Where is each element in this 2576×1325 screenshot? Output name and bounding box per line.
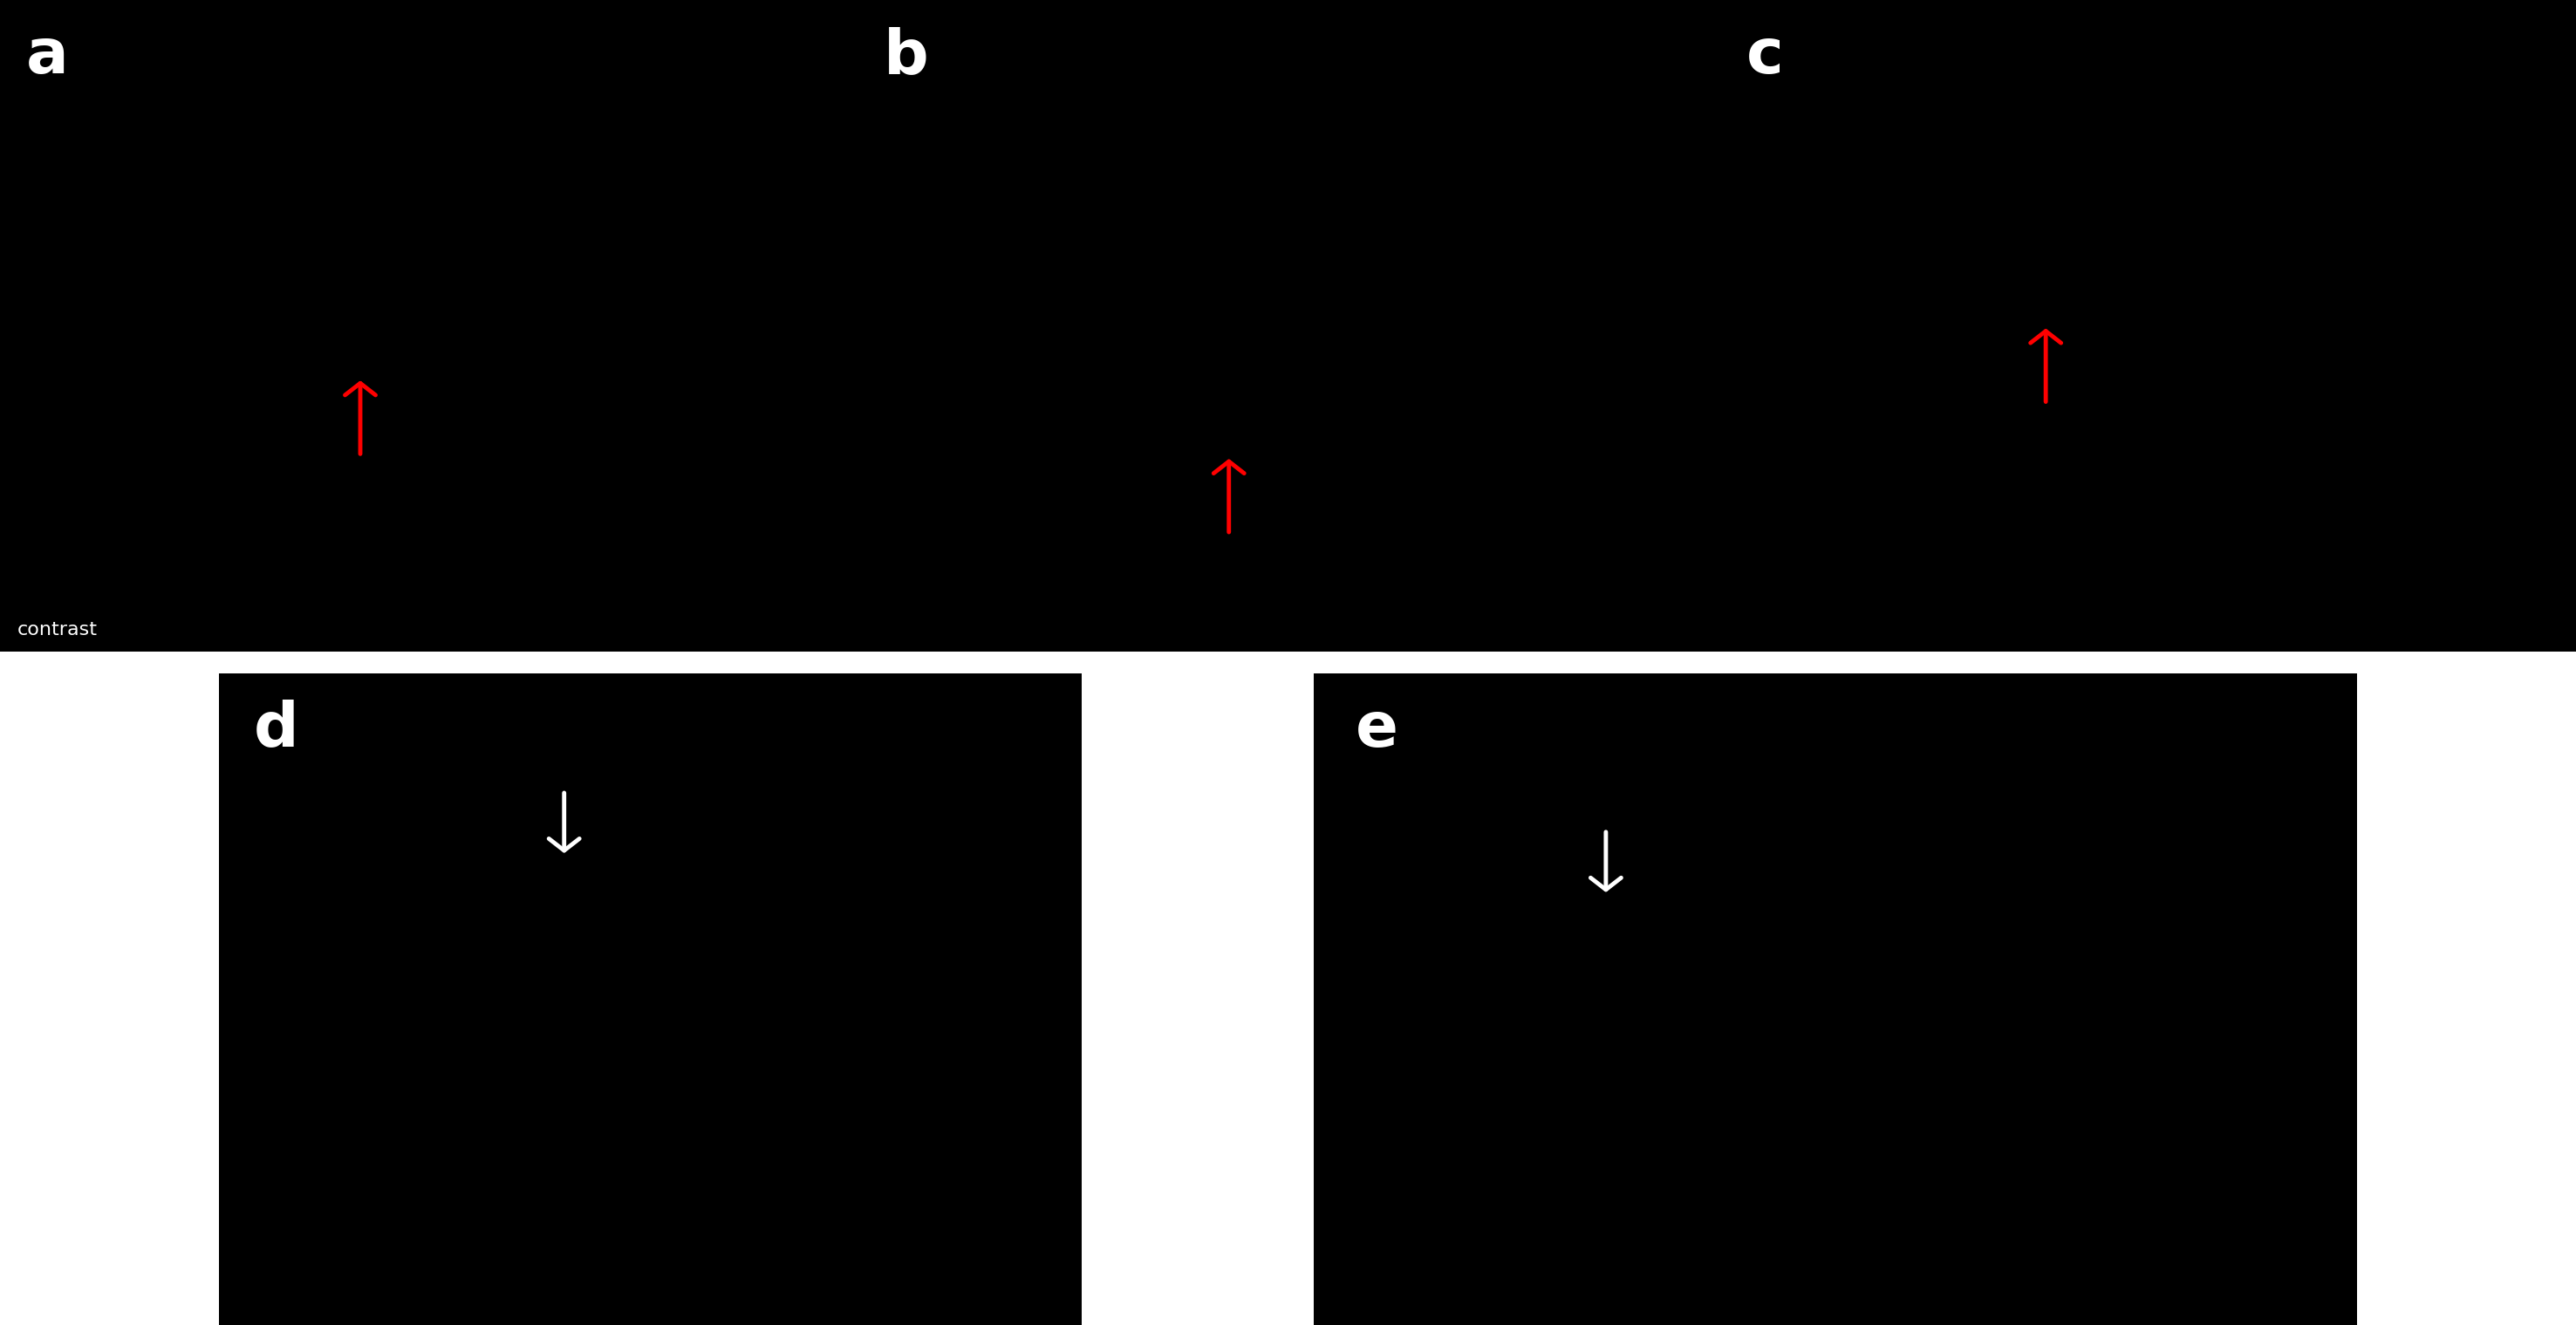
Text: e: e (1355, 700, 1399, 759)
Text: c: c (1747, 26, 1783, 86)
Text: b: b (884, 26, 930, 86)
Text: contrast: contrast (18, 621, 98, 639)
Text: d: d (252, 700, 299, 759)
Text: a: a (26, 26, 67, 86)
